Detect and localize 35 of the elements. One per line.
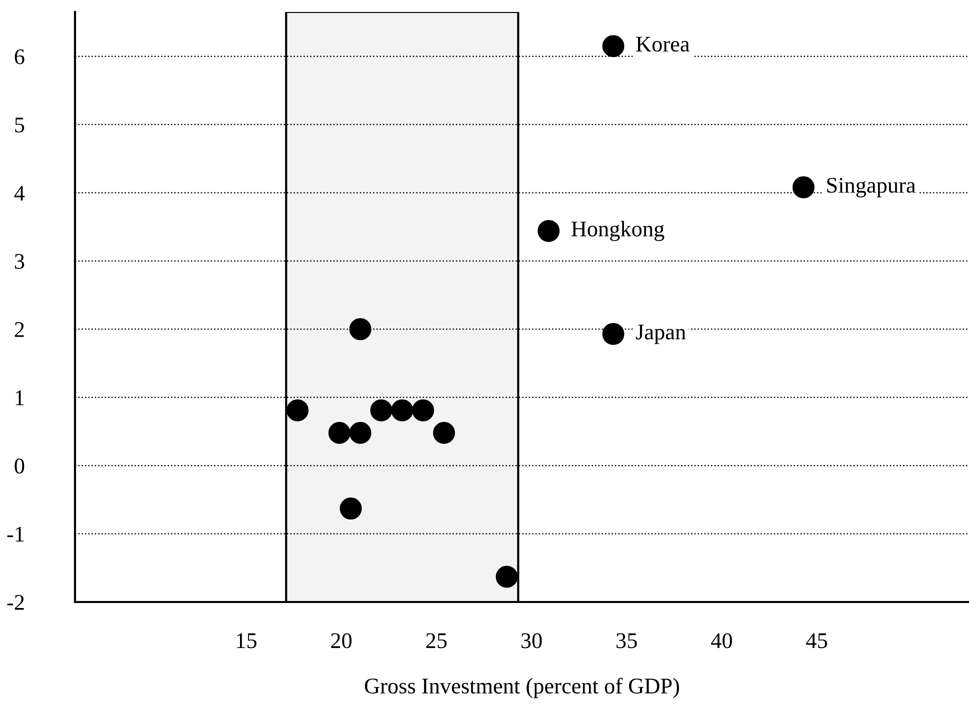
point: [328, 422, 350, 444]
y-tick-label: 0: [14, 458, 24, 474]
x-tick-label: 25: [426, 633, 447, 648]
annotation: Korea: [636, 36, 690, 52]
x-tick-label: 45: [806, 633, 828, 648]
x-tick-label: 40: [711, 633, 732, 648]
y-tick-label: 3: [14, 254, 24, 269]
point: [349, 422, 372, 444]
point: [349, 318, 372, 340]
point: [538, 220, 560, 242]
x-tick-label: 35: [616, 633, 637, 648]
y-tick-label: 1: [16, 390, 24, 406]
x-axis-title: Gross Investment (percent of GDP): [364, 678, 680, 698]
point: [391, 399, 414, 422]
point: [286, 399, 309, 422]
annotation: Singapura: [827, 178, 916, 198]
point: [602, 322, 624, 345]
y-tick-label: -2: [7, 594, 24, 610]
point: [602, 35, 624, 58]
y-tick-label: 2: [14, 322, 24, 337]
x-tick-label: 15: [237, 633, 256, 648]
y-tick-label: -1: [7, 526, 24, 542]
annotation: Japan: [636, 324, 686, 344]
point: [496, 566, 518, 588]
point: [340, 498, 362, 520]
point: [412, 399, 434, 422]
y-tick-label: 4: [14, 186, 25, 200]
point: [370, 399, 392, 422]
x-tick-label: 20: [331, 633, 352, 648]
y-tick-label: 6: [14, 49, 24, 64]
point: [433, 422, 456, 444]
annotation: Hongkong: [571, 220, 664, 242]
point: [792, 176, 815, 198]
y-tick-label: 5: [15, 118, 24, 132]
x-tick-label: 30: [521, 633, 542, 648]
